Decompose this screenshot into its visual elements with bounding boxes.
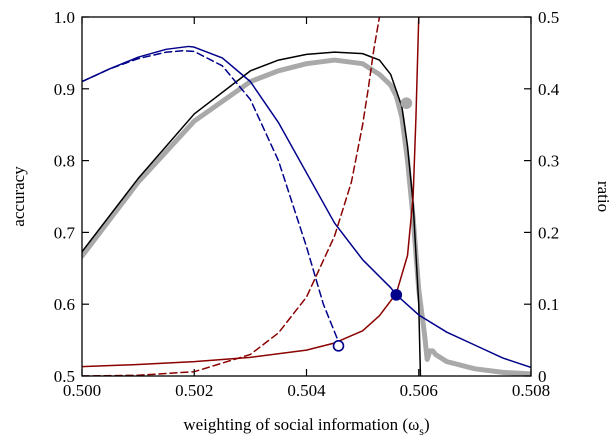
- y-right-tick-label: 0.4: [538, 80, 560, 99]
- series-line-6: [82, 17, 381, 376]
- data-marker-2: [390, 289, 403, 301]
- y-axis-label-left: accuracy: [9, 166, 28, 227]
- y-right-tick-label: 0.2: [538, 223, 559, 242]
- y-right-tick-label: 0.1: [538, 295, 559, 314]
- y-left-tick-label: 0.9: [54, 80, 75, 99]
- data-marker-1: [332, 340, 345, 352]
- series-line-5: [82, 17, 420, 368]
- y-left-tick-label: 0.5: [54, 367, 75, 386]
- series-line-3: [82, 45, 531, 369]
- y-right-tick-label: 0.5: [538, 8, 559, 27]
- x-axis-label-close: ): [424, 415, 430, 434]
- data-marker-3: [400, 97, 413, 109]
- x-axis-label-subscript: s: [419, 424, 424, 438]
- x-tick-label: 0.500: [63, 381, 101, 400]
- series-line-1: [82, 57, 531, 376]
- y-left-tick-label: 0.8: [54, 152, 75, 171]
- y-left-tick-label: 0.6: [54, 295, 75, 314]
- marker-layer: [332, 97, 413, 352]
- plot-frame: [81, 16, 532, 377]
- series-line-2: [82, 51, 422, 376]
- y-left-tick-label: 1.0: [54, 8, 75, 27]
- y-axis-label-right: ratio: [594, 181, 613, 212]
- series-layer: [82, 17, 531, 376]
- x-tick-label: 0.506: [400, 381, 438, 400]
- y-right-tick-label: 0: [538, 367, 547, 386]
- y-left-tick-label: 0.7: [54, 223, 76, 242]
- tick-layer: 0.500 0.502 0.504 0.506 0.508 0.5 0.6 0.7 0.8 0.9…: [54, 8, 560, 400]
- x-axis-label-main: weighting of social information (ω: [183, 415, 419, 434]
- x-tick-label: 0.504: [287, 381, 326, 400]
- y-right-tick-label: 0.3: [538, 152, 559, 171]
- series-line-4: [82, 50, 341, 347]
- x-tick-label: 0.508: [512, 381, 550, 400]
- x-axis-label: weighting of social information (ωs): [183, 415, 429, 438]
- x-tick-label: 0.502: [175, 381, 213, 400]
